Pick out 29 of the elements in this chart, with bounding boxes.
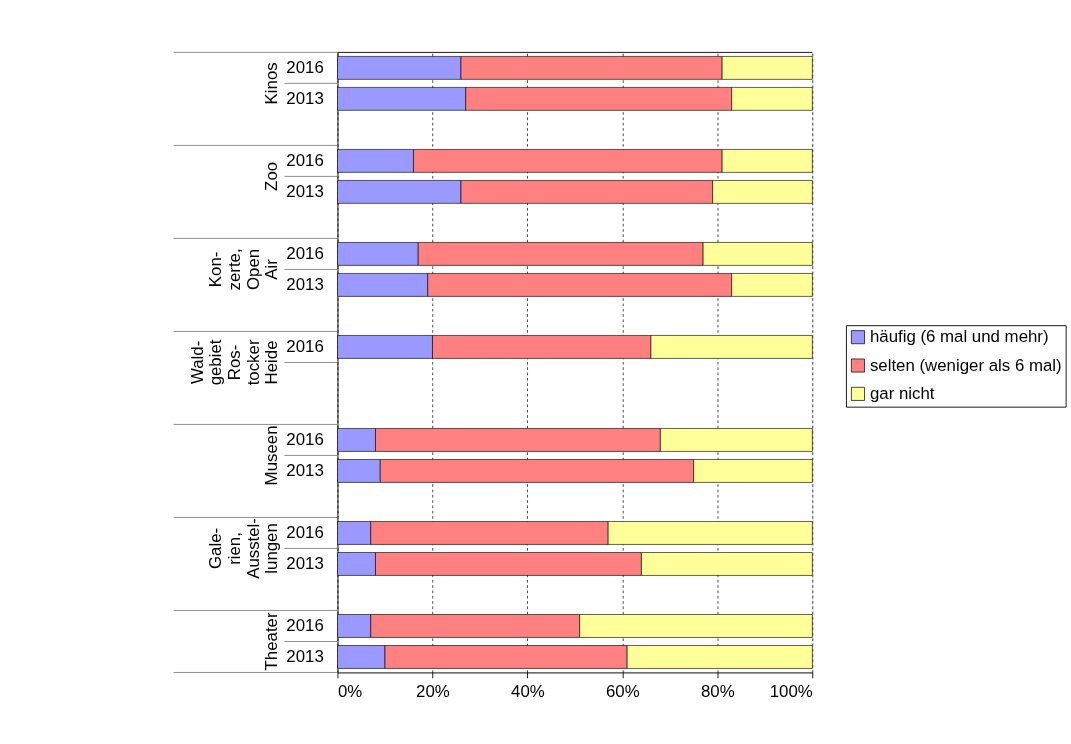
y-tick-label: 2013 — [286, 647, 324, 667]
y-tick-label: 2013 — [286, 554, 324, 574]
text: Museen — [262, 425, 282, 486]
y-tick-label: 2016 — [286, 337, 324, 357]
y-tick-label: 2016 — [286, 523, 324, 543]
y-tick-label: 2016 — [286, 151, 324, 171]
legend-label: selten (weniger als 6 mal) — [869, 355, 1062, 375]
x-tick-label: 60% — [606, 681, 640, 701]
legend-label: gar nicht — [869, 384, 935, 404]
y-tick-label: 2016 — [286, 616, 324, 636]
y-tick-label: 2016 — [286, 430, 324, 450]
text: Kon- zerte, Open Air — [206, 248, 282, 291]
y-tick-label: 2013 — [286, 461, 324, 481]
text: Theater — [262, 612, 282, 671]
x-tick-label: 40% — [511, 681, 545, 701]
y-tick-label: 2013 — [286, 275, 324, 295]
y-tick-label: 2013 — [286, 89, 324, 109]
text: Zoo — [262, 161, 282, 191]
x-tick-label: 0% — [337, 681, 363, 701]
text: Gale- rien, Ausstel- lungen — [206, 518, 282, 579]
y-tick-label: 2016 — [286, 244, 324, 264]
legend-label: häufig (6 mal und mehr) — [869, 327, 1049, 347]
y-tick-label: 2016 — [286, 58, 324, 78]
text: Wald- gebiet Ros- tocker Heide — [187, 339, 282, 386]
x-tick-label: 20% — [416, 681, 450, 701]
x-tick-label: 80% — [700, 681, 735, 701]
y-tick-label: 2013 — [286, 182, 324, 202]
text: Kinos — [262, 62, 282, 105]
x-tick-label: 100% — [769, 681, 813, 701]
